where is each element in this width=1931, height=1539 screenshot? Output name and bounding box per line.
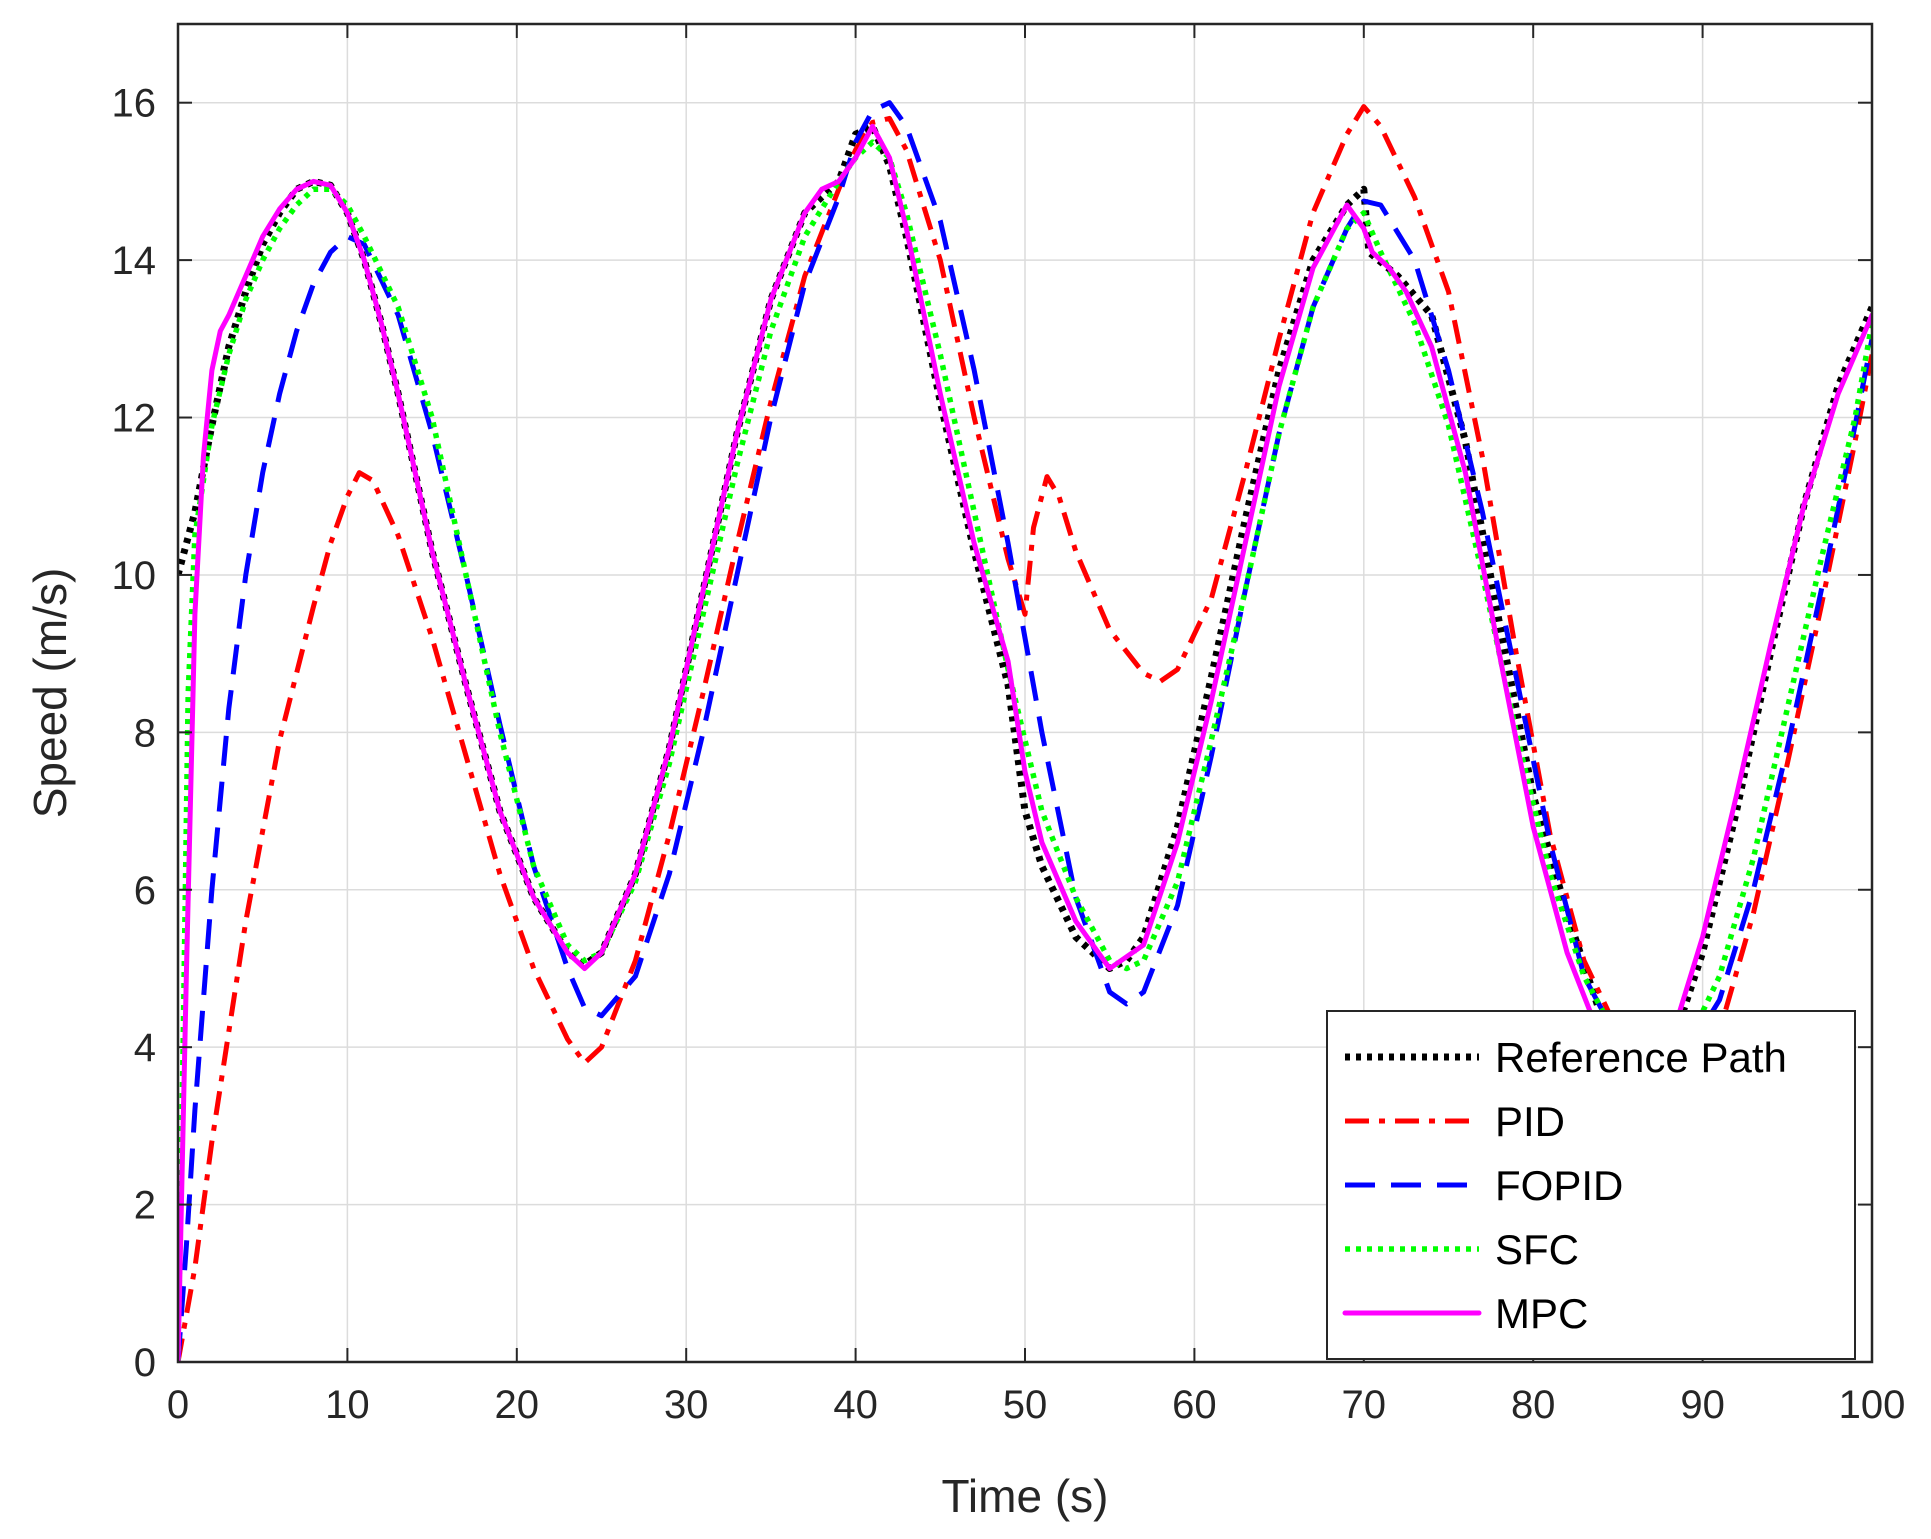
x-tick-label: 40 bbox=[833, 1383, 878, 1427]
series-line-mpc bbox=[178, 123, 1872, 1362]
y-tick-label: 14 bbox=[112, 239, 157, 283]
y-axis-label: Speed (m/s) bbox=[24, 568, 76, 819]
x-tick-label: 100 bbox=[1839, 1383, 1906, 1427]
legend-label: MPC bbox=[1495, 1290, 1588, 1337]
series-line-pid bbox=[178, 104, 1872, 1362]
x-tick-label: 50 bbox=[1003, 1383, 1048, 1427]
legend: Reference Path PID FOPID SFC MPC bbox=[1326, 1010, 1856, 1360]
axis-ticks: 0 10 20 30 40 50 60 70 80 90 100 0 2 4 6 8 10 12 14 16 bbox=[112, 24, 1906, 1427]
x-tick-label: 80 bbox=[1511, 1383, 1556, 1427]
x-tick-label: 20 bbox=[495, 1383, 540, 1427]
y-tick-label: 4 bbox=[134, 1026, 156, 1070]
x-tick-label: 70 bbox=[1342, 1383, 1387, 1427]
series-line-fopid bbox=[178, 100, 1872, 1362]
legend-label: PID bbox=[1495, 1098, 1565, 1145]
x-tick-label: 30 bbox=[664, 1383, 709, 1427]
x-tick-label: 10 bbox=[325, 1383, 370, 1427]
y-tick-label: 12 bbox=[112, 397, 157, 441]
x-tick-label: 0 bbox=[167, 1383, 189, 1427]
legend-label: SFC bbox=[1495, 1226, 1579, 1273]
y-tick-label: 16 bbox=[112, 82, 157, 126]
y-tick-label: 8 bbox=[134, 711, 156, 755]
legend-label: FOPID bbox=[1495, 1162, 1623, 1209]
x-axis-label: Time (s) bbox=[942, 1470, 1109, 1522]
x-tick-label: 90 bbox=[1680, 1383, 1725, 1427]
series-lines bbox=[178, 100, 1872, 1362]
x-tick-label: 60 bbox=[1172, 1383, 1217, 1427]
y-tick-label: 2 bbox=[134, 1184, 156, 1228]
y-tick-label: 0 bbox=[134, 1341, 156, 1385]
y-tick-label: 6 bbox=[134, 869, 156, 913]
y-tick-label: 10 bbox=[112, 554, 157, 598]
legend-label: Reference Path bbox=[1495, 1034, 1787, 1081]
